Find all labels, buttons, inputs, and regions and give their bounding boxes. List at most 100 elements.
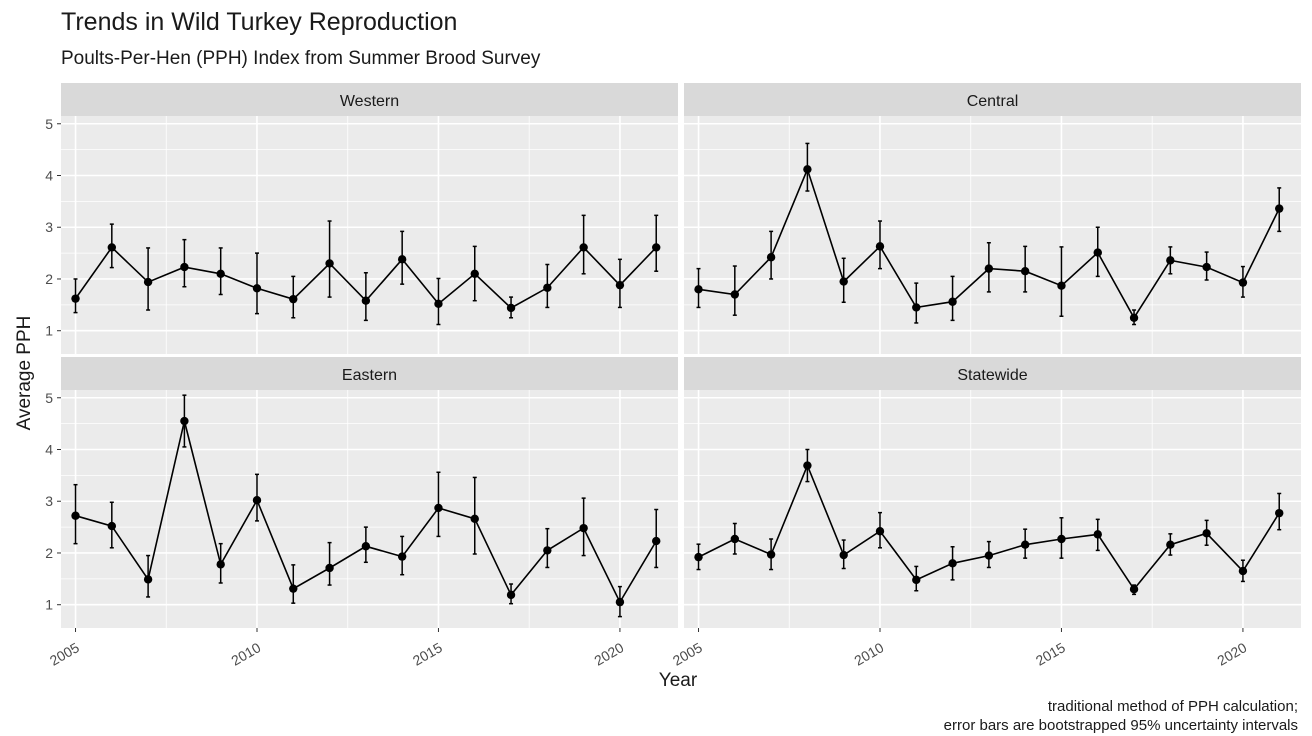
data-point-statewide: [984, 551, 994, 560]
data-point-central: [1020, 267, 1030, 276]
data-point-western: [652, 243, 661, 252]
data-point-western: [506, 303, 516, 313]
data-point-central: [730, 290, 740, 299]
facet-label-western: Western: [340, 93, 399, 110]
y-tick-label: 3: [45, 219, 53, 235]
data-point-central: [1093, 248, 1102, 257]
data-point-statewide: [803, 461, 812, 470]
data-point-statewide: [1202, 529, 1211, 538]
facet-strip-statewide: [684, 357, 1301, 390]
y-tick-label: 5: [45, 116, 53, 132]
data-point-central: [1129, 313, 1139, 322]
y-axis-label: Average PPH: [14, 316, 35, 431]
panel-background-statewide: [684, 390, 1301, 628]
data-point-western: [252, 284, 262, 293]
data-point-central: [694, 285, 703, 294]
data-point-eastern: [615, 597, 625, 607]
panel-background-central: [684, 116, 1301, 354]
data-point-central: [912, 303, 921, 312]
data-point-central: [984, 264, 994, 273]
facet-strip-western: [61, 83, 678, 116]
data-point-eastern: [143, 575, 153, 584]
x-tick-label: 2020: [1214, 639, 1249, 669]
chart-title: Trends in Wild Turkey Reproduction: [61, 8, 458, 36]
data-point-eastern: [361, 542, 371, 551]
data-point-western: [543, 283, 552, 292]
data-point-eastern: [252, 496, 262, 505]
data-point-western: [325, 259, 334, 268]
x-tick-label: 2005: [47, 639, 82, 669]
x-tick-label: 2010: [228, 639, 263, 669]
data-point-statewide: [1166, 540, 1175, 549]
facet-label-eastern: Eastern: [342, 367, 397, 384]
x-tick-label: 2020: [591, 639, 626, 669]
y-tick-label: 4: [45, 168, 53, 184]
chart-subtitle: Poults-Per-Hen (PPH) Index from Summer B…: [61, 48, 541, 69]
data-point-central: [803, 165, 812, 174]
data-point-central: [766, 253, 776, 262]
data-point-statewide: [1129, 584, 1139, 594]
y-tick-label: 2: [45, 271, 53, 287]
data-point-statewide: [694, 552, 703, 562]
caption-line-2: error bars are bootstrapped 95% uncertai…: [943, 717, 1298, 734]
data-point-eastern: [289, 584, 298, 593]
data-point-statewide: [766, 550, 776, 559]
data-point-statewide: [912, 575, 921, 585]
y-tick-label: 2: [45, 545, 53, 561]
data-point-western: [361, 296, 371, 305]
data-point-eastern: [652, 536, 661, 546]
data-point-eastern: [71, 511, 80, 520]
data-point-western: [470, 269, 479, 279]
chart-caption: traditional method of PPH calculation; e…: [944, 697, 1298, 735]
y-tick-label: 1: [45, 597, 53, 613]
data-point-central: [839, 277, 848, 286]
data-point-statewide: [730, 534, 740, 544]
data-point-western: [434, 299, 443, 309]
x-axis-label: Year: [659, 670, 698, 691]
facet-strip-central: [684, 83, 1301, 116]
data-point-central: [1275, 204, 1284, 213]
data-point-central: [1057, 281, 1066, 290]
data-point-western: [143, 277, 153, 287]
y-tick-label: 1: [45, 323, 53, 339]
data-point-western: [216, 269, 225, 279]
data-point-statewide: [1275, 508, 1284, 518]
data-point-western: [180, 262, 189, 272]
data-point-eastern: [325, 563, 334, 573]
data-point-eastern: [434, 503, 443, 513]
data-point-eastern: [543, 546, 552, 555]
data-point-western: [289, 294, 298, 304]
panel-background-western: [61, 116, 678, 354]
data-point-central: [1202, 262, 1211, 272]
facet-label-central: Central: [967, 93, 1019, 110]
data-point-statewide: [839, 550, 848, 560]
data-point-statewide: [948, 559, 957, 568]
x-tick-label: 2005: [670, 639, 705, 669]
data-point-statewide: [1057, 534, 1066, 544]
data-point-central: [1166, 256, 1175, 265]
data-point-eastern: [397, 552, 407, 561]
data-point-statewide: [1238, 566, 1248, 576]
facet-label-statewide: Statewide: [957, 367, 1027, 384]
data-point-western: [107, 243, 117, 252]
data-point-statewide: [1020, 540, 1030, 549]
data-point-eastern: [107, 521, 117, 531]
data-point-statewide: [875, 527, 885, 536]
data-point-central: [875, 242, 885, 251]
data-point-statewide: [1093, 530, 1102, 539]
y-tick-label: 3: [45, 493, 53, 509]
y-tick-label: 4: [45, 442, 53, 458]
data-point-eastern: [180, 416, 189, 426]
data-point-central: [948, 297, 957, 306]
data-point-western: [397, 255, 407, 264]
data-point-eastern: [470, 514, 479, 524]
caption-line-1: traditional method of PPH calculation;: [1047, 698, 1298, 715]
data-point-central: [1238, 278, 1248, 287]
x-tick-label: 2015: [410, 639, 445, 669]
panel-background-eastern: [61, 390, 678, 628]
data-point-western: [71, 294, 80, 303]
data-point-western: [615, 280, 625, 290]
data-point-eastern: [216, 560, 225, 569]
data-point-eastern: [506, 590, 516, 600]
